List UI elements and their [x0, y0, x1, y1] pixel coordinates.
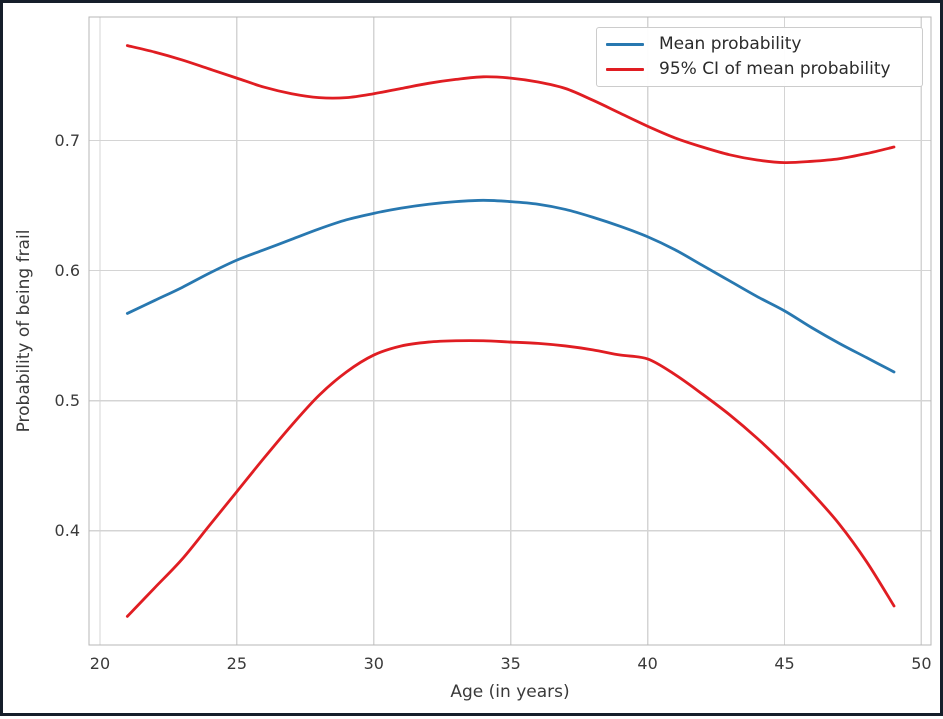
legend-label: Mean probability [659, 34, 802, 54]
mean-probability-line [125, 198, 896, 374]
y-tick-label: 0.5 [54, 390, 80, 410]
x-tick-label: 35 [500, 654, 521, 673]
y-tick-label: 0.7 [54, 130, 80, 150]
plot-area [88, 16, 932, 646]
y-tick-label: 0.6 [54, 260, 80, 280]
legend-item-mean: Mean probability [606, 32, 912, 57]
x-tick-label: 50 [911, 654, 932, 673]
ci-upper-line [125, 44, 896, 165]
ci-lower-line [125, 339, 896, 618]
y-tick-label: 0.4 [54, 520, 80, 540]
legend-label: 95% CI of mean probability [659, 59, 891, 79]
legend: Mean probability 95% CI of mean probabil… [596, 27, 923, 87]
y-axis-title: Probability of being frail [14, 229, 34, 433]
legend-item-ci: 95% CI of mean probability [606, 57, 912, 82]
mean-line-swatch [606, 43, 644, 46]
x-tick-label: 40 [637, 654, 658, 673]
x-tick-label: 30 [363, 654, 384, 673]
ci-line-swatch [606, 68, 644, 71]
x-tick-label: 25 [226, 654, 248, 673]
plot-spines [88, 16, 932, 646]
x-tick-label: 45 [774, 654, 795, 673]
x-tick-label: 20 [89, 654, 111, 673]
x-axis-title: Age (in years) [450, 682, 570, 702]
